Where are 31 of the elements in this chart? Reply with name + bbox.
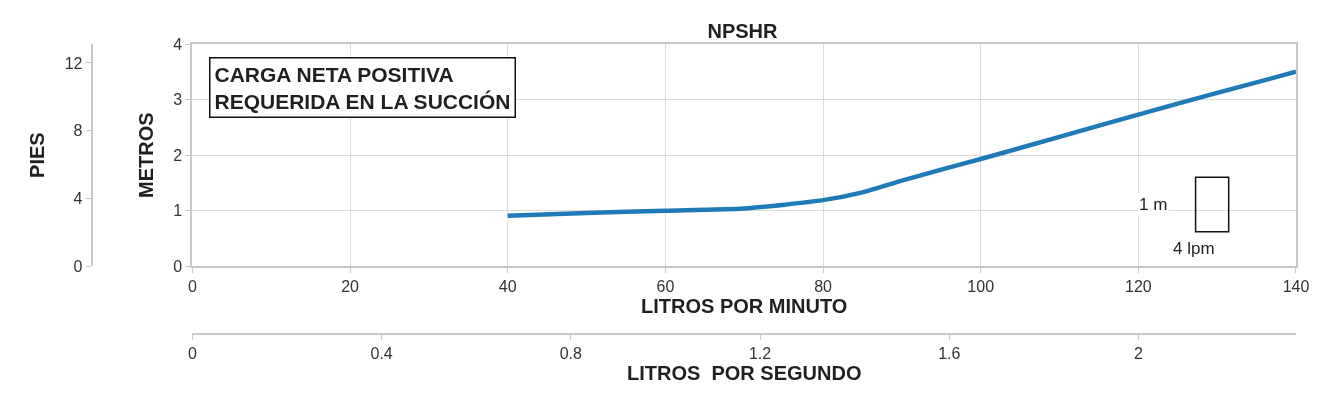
annotation: CARGA NETA POSITIVA REQUERIDA EN LA SUCCIÓN [214, 62, 511, 113]
x2-tick-label: 1.6 [938, 344, 961, 362]
x-tick-label: 20 [341, 278, 360, 296]
x-tick-label: 40 [498, 278, 517, 296]
x-tick-label: 60 [656, 278, 675, 296]
y2-tick-label: 12 [64, 54, 83, 72]
x-tick-label: 140 [1282, 278, 1310, 296]
y-tick-label: 0 [173, 257, 183, 275]
x-tick-label: 100 [967, 278, 995, 296]
x-tick-label: 0 [187, 278, 197, 296]
y2-tick-label: 8 [73, 122, 83, 140]
x2-axis-title: LITROS POR SEGUNDO [626, 361, 862, 384]
y2-axis-title: PIES [25, 132, 48, 178]
x-tick-label: 120 [1125, 278, 1152, 296]
x2-tick-label: 0 [187, 344, 197, 362]
y2-tick-label: 0 [73, 257, 83, 275]
x2-tick-label: 0.8 [559, 344, 583, 362]
x-axis-title: LITROS POR MINUTO [641, 295, 848, 318]
y-tick-label: 4 [173, 35, 183, 53]
x2-tick-label: 2 [1134, 344, 1144, 362]
y-tick-label: 2 [173, 146, 183, 164]
chart-title: NPSHR [707, 20, 779, 42]
y2-tick-label: 4 [73, 190, 83, 208]
x2-tick-label: 1.2 [748, 344, 772, 362]
annotation: 4 lpm [1173, 239, 1215, 258]
annotation: 1 m [1139, 195, 1168, 214]
y-tick-label: 3 [173, 91, 183, 109]
y-tick-label: 1 [173, 202, 183, 220]
x2-tick-label: 0.4 [370, 344, 393, 362]
y-axis-title: METROS [135, 112, 158, 198]
x-tick-label: 80 [814, 278, 833, 296]
